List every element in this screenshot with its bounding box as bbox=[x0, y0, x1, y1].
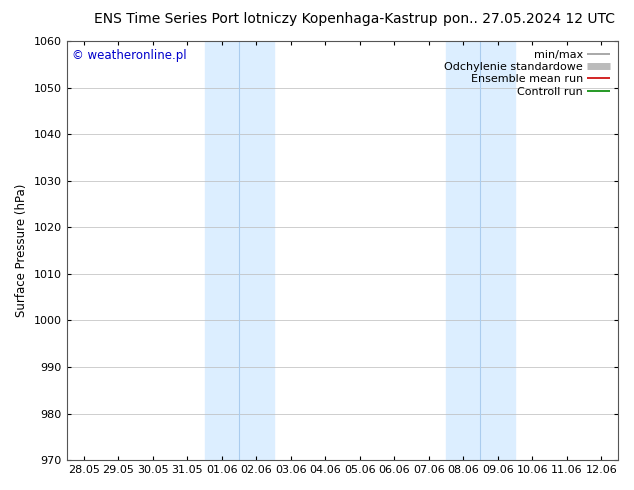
Legend: min/max, Odchylenie standardowe, Ensemble mean run, Controll run: min/max, Odchylenie standardowe, Ensembl… bbox=[439, 45, 615, 102]
Text: ENS Time Series Port lotniczy Kopenhaga-Kastrup: ENS Time Series Port lotniczy Kopenhaga-… bbox=[94, 12, 438, 26]
Text: © weatheronline.pl: © weatheronline.pl bbox=[72, 49, 186, 62]
Bar bbox=[205, 41, 273, 460]
Bar bbox=[446, 41, 515, 460]
Y-axis label: Surface Pressure (hPa): Surface Pressure (hPa) bbox=[15, 184, 28, 318]
Text: pon.. 27.05.2024 12 UTC: pon.. 27.05.2024 12 UTC bbox=[443, 12, 615, 26]
